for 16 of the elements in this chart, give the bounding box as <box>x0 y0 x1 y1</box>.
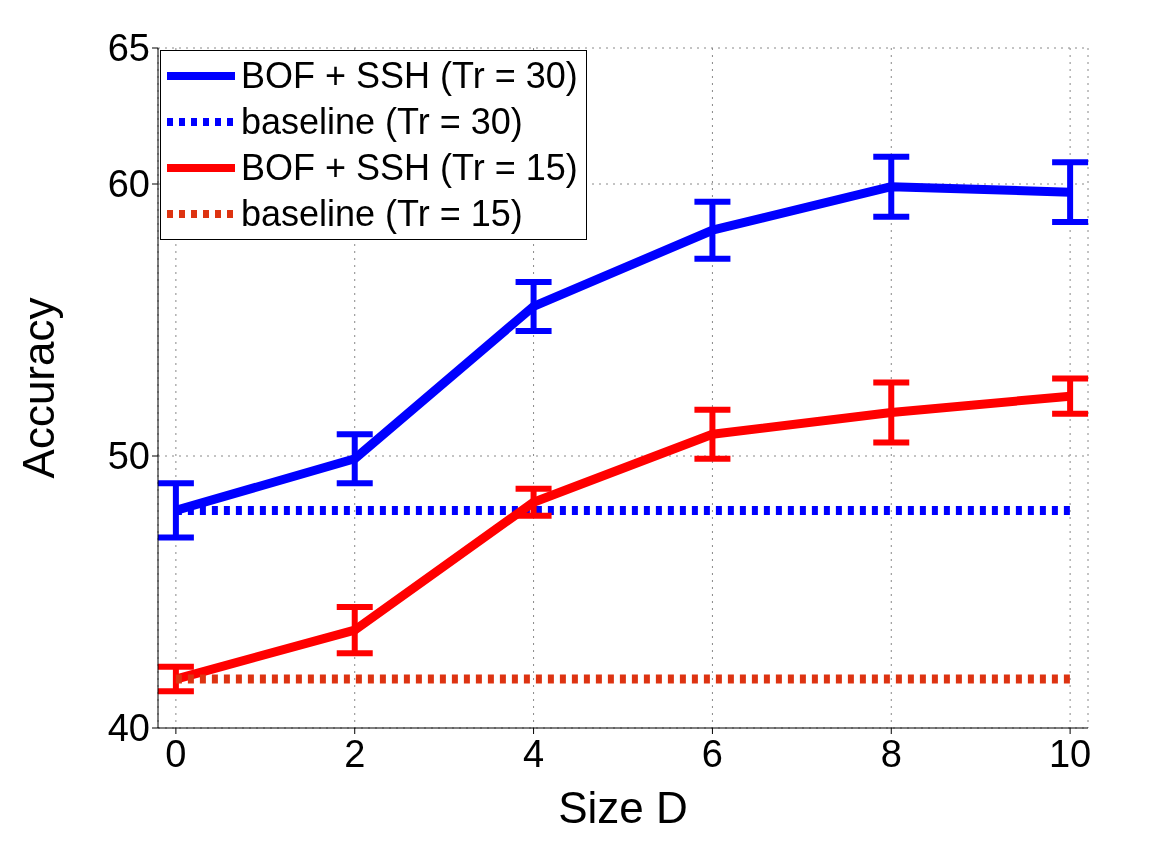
y-tick-label: 60 <box>107 163 150 206</box>
x-tick-label: 8 <box>880 732 902 775</box>
y-tick-label: 50 <box>107 435 150 478</box>
legend-label: baseline (Tr = 15) <box>241 193 523 235</box>
y-tick-label: 65 <box>107 27 150 70</box>
y-tick-label: 40 <box>107 707 150 750</box>
y-axis-title: Accuracy <box>13 297 63 479</box>
x-axis-title: Size D <box>558 783 688 832</box>
x-tick-label: 0 <box>165 732 187 775</box>
x-tick-label: 2 <box>344 732 366 775</box>
x-tick-label: 6 <box>701 732 723 775</box>
legend-label: BOF + SSH (Tr = 30) <box>241 55 578 97</box>
legend-label: BOF + SSH (Tr = 15) <box>241 147 578 189</box>
x-tick-label: 4 <box>523 732 545 775</box>
legend-label: baseline (Tr = 30) <box>241 101 523 143</box>
x-tick-label: 10 <box>1048 732 1092 775</box>
